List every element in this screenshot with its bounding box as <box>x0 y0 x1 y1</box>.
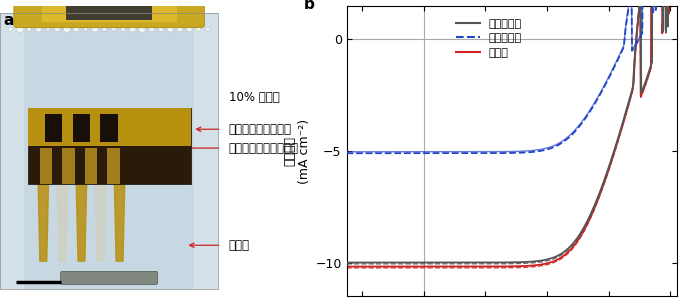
Text: a: a <box>3 13 14 28</box>
Bar <box>40 148 52 184</box>
Polygon shape <box>76 184 86 261</box>
Circle shape <box>111 27 117 32</box>
Text: b: b <box>304 0 315 12</box>
Circle shape <box>73 26 80 32</box>
Circle shape <box>9 28 12 31</box>
Bar <box>28 108 190 184</box>
FancyBboxPatch shape <box>61 271 158 284</box>
Circle shape <box>27 27 31 31</box>
Bar <box>0 13 218 289</box>
Bar <box>73 114 90 142</box>
Bar <box>41 0 177 22</box>
Circle shape <box>92 27 98 32</box>
FancyBboxPatch shape <box>14 0 205 28</box>
Circle shape <box>178 28 182 31</box>
Bar <box>0 13 218 289</box>
Circle shape <box>120 26 126 32</box>
Bar <box>45 114 63 142</box>
Bar <box>107 148 120 184</box>
Circle shape <box>63 26 71 33</box>
Text: 攞拌子: 攞拌子 <box>228 239 250 252</box>
Circle shape <box>54 26 61 32</box>
Bar <box>66 1 152 21</box>
Bar <box>101 114 118 142</box>
Polygon shape <box>57 184 67 261</box>
Polygon shape <box>114 184 124 261</box>
Circle shape <box>103 28 106 31</box>
Y-axis label: 電流密度
(mA cm⁻²): 電流密度 (mA cm⁻²) <box>283 118 311 184</box>
Text: 超薄型有機太陽電池: 超薄型有機太陽電池 <box>228 123 292 136</box>
Text: 黒水性ペンによる染み: 黒水性ペンによる染み <box>228 142 299 155</box>
Bar <box>194 13 218 289</box>
Bar <box>28 108 190 146</box>
Circle shape <box>139 26 146 32</box>
Circle shape <box>149 27 154 31</box>
Circle shape <box>204 26 212 33</box>
Bar <box>63 148 75 184</box>
Circle shape <box>197 28 201 31</box>
Polygon shape <box>95 184 105 261</box>
Text: 10% 洗剤水: 10% 洗剤水 <box>228 91 279 104</box>
Circle shape <box>157 26 165 32</box>
Circle shape <box>44 26 52 33</box>
Circle shape <box>129 26 136 32</box>
Bar <box>0 13 24 289</box>
Legend: 染み付著前, 染み付著後, 洗濯後: 染み付著前, 染み付著後, 洗濯後 <box>451 14 526 62</box>
Circle shape <box>35 26 42 32</box>
Bar <box>85 148 97 184</box>
Polygon shape <box>38 184 48 261</box>
Circle shape <box>16 26 24 33</box>
Circle shape <box>82 27 89 32</box>
Circle shape <box>166 26 174 33</box>
Circle shape <box>186 27 192 31</box>
